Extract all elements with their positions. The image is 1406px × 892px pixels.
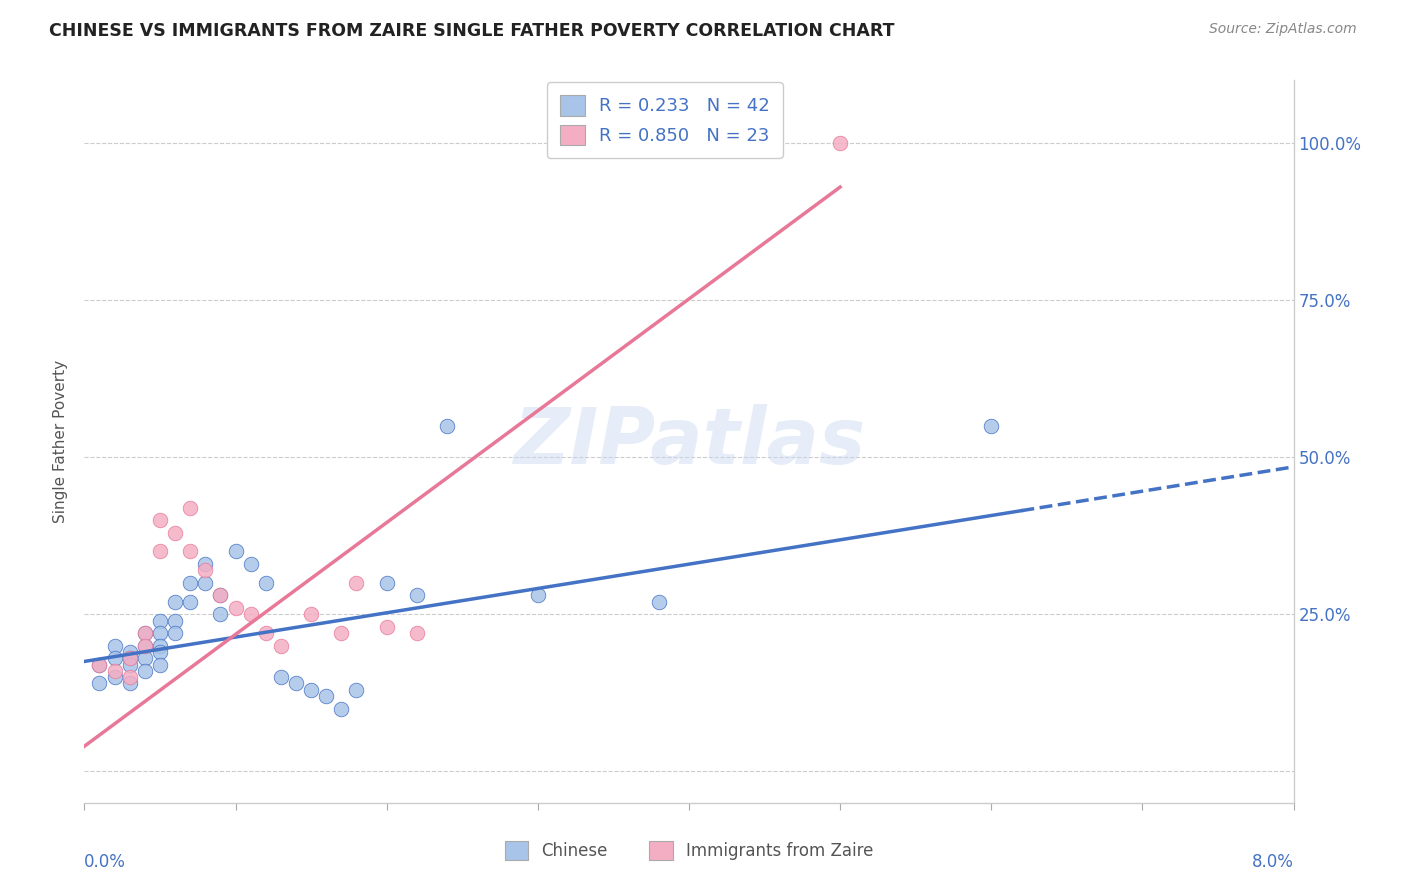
Point — [104, 664, 127, 678]
Text: CHINESE VS IMMIGRANTS FROM ZAIRE SINGLE FATHER POVERTY CORRELATION CHART: CHINESE VS IMMIGRANTS FROM ZAIRE SINGLE … — [49, 22, 894, 40]
Point — [134, 651, 156, 665]
Point — [149, 614, 172, 628]
Point — [118, 651, 141, 665]
Point — [89, 676, 111, 690]
Point — [179, 500, 201, 515]
Point — [346, 575, 368, 590]
Y-axis label: Single Father Poverty: Single Father Poverty — [53, 360, 69, 523]
Point — [149, 626, 172, 640]
Point — [270, 639, 292, 653]
Point — [239, 557, 262, 571]
Point — [165, 595, 187, 609]
Point — [118, 651, 141, 665]
Point — [134, 626, 156, 640]
Point — [209, 589, 232, 603]
Point — [299, 682, 322, 697]
Point — [118, 676, 141, 690]
Point — [194, 557, 217, 571]
Point — [179, 595, 201, 609]
Point — [149, 513, 172, 527]
Point — [330, 626, 353, 640]
Legend: Chinese, Immigrants from Zaire: Chinese, Immigrants from Zaire — [498, 834, 880, 867]
Point — [104, 670, 127, 684]
Point — [118, 645, 141, 659]
Point — [270, 670, 292, 684]
Point — [134, 664, 156, 678]
Point — [165, 614, 187, 628]
Point — [299, 607, 322, 622]
Point — [330, 701, 353, 715]
Point — [118, 670, 141, 684]
Point — [165, 525, 187, 540]
Text: 0.0%: 0.0% — [84, 854, 127, 871]
Point — [285, 676, 308, 690]
Point — [375, 620, 398, 634]
Point — [89, 657, 111, 672]
Point — [375, 575, 398, 590]
Point — [179, 544, 201, 558]
Point — [209, 589, 232, 603]
Text: Source: ZipAtlas.com: Source: ZipAtlas.com — [1209, 22, 1357, 37]
Point — [346, 682, 368, 697]
Point — [149, 657, 172, 672]
Point — [194, 575, 217, 590]
Point — [149, 645, 172, 659]
Point — [89, 657, 111, 672]
Point — [149, 639, 172, 653]
Point — [165, 626, 187, 640]
Text: ZIPatlas: ZIPatlas — [513, 403, 865, 480]
Point — [209, 607, 232, 622]
Point — [980, 418, 1002, 433]
Point — [527, 589, 550, 603]
Point — [134, 639, 156, 653]
Point — [406, 589, 429, 603]
Point — [225, 601, 247, 615]
Point — [254, 575, 277, 590]
Point — [194, 563, 217, 577]
Point — [239, 607, 262, 622]
Point — [436, 418, 458, 433]
Point — [149, 544, 172, 558]
Point — [179, 575, 201, 590]
Point — [225, 544, 247, 558]
Point — [104, 651, 127, 665]
Point — [118, 657, 141, 672]
Text: 8.0%: 8.0% — [1251, 854, 1294, 871]
Point — [254, 626, 277, 640]
Point — [648, 595, 671, 609]
Point — [315, 689, 337, 703]
Point — [830, 136, 852, 150]
Point — [134, 626, 156, 640]
Point — [134, 639, 156, 653]
Point — [104, 639, 127, 653]
Point — [406, 626, 429, 640]
